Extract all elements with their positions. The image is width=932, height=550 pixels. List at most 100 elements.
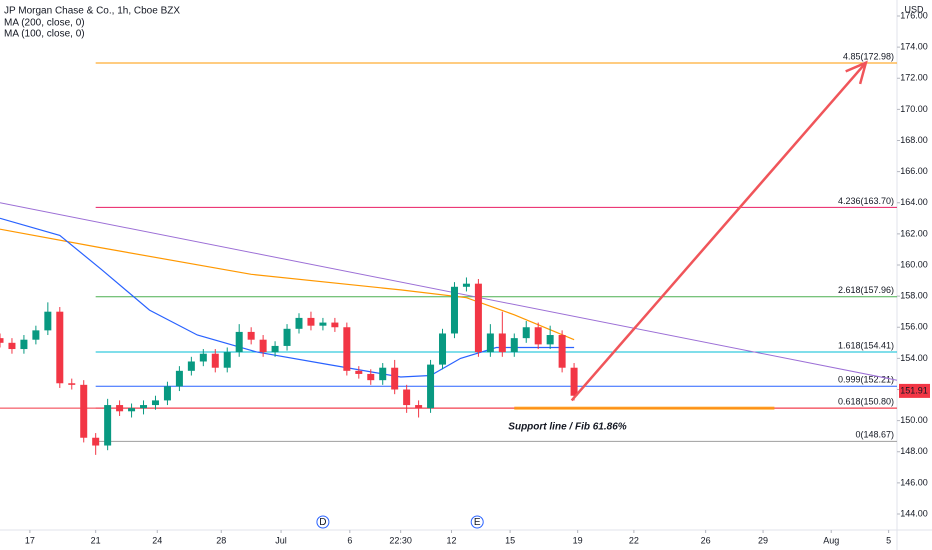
candle-body <box>199 353 207 362</box>
chart-title: JP Morgan Chase & Co., 1h, Cboe BZX <box>4 6 180 17</box>
candle-body <box>558 335 566 368</box>
x-tick-label: 24 <box>152 535 162 545</box>
candle-body <box>80 384 88 438</box>
candle-body <box>367 373 375 381</box>
trendline <box>0 202 898 381</box>
fib-label: 0.618(150.80) <box>838 397 894 407</box>
y-tick-label: 150.00 <box>900 415 928 425</box>
candle-body <box>92 437 100 446</box>
y-tick-label: 156.00 <box>900 322 928 332</box>
candle-body <box>187 361 195 371</box>
x-tick-label: 12 <box>446 535 456 545</box>
candle-body <box>534 327 542 345</box>
candle-body <box>343 327 351 371</box>
currency-label: USD <box>904 4 924 14</box>
fib-label: 4.236(163.70) <box>838 196 894 206</box>
y-tick-label: 172.00 <box>900 73 928 83</box>
x-tick-label: 15 <box>505 535 515 545</box>
candle-body <box>44 311 52 331</box>
y-tick-label: 170.00 <box>900 104 928 114</box>
x-tick-label: 5 <box>886 535 891 545</box>
y-tick-label: 166.00 <box>900 166 928 176</box>
x-tick-label: 21 <box>91 535 101 545</box>
candle-body <box>247 331 255 340</box>
candle-body <box>307 317 315 326</box>
y-tick-label: 154.00 <box>900 353 928 363</box>
x-tick-label: Jul <box>275 535 287 545</box>
candle-body <box>116 405 124 412</box>
moving-average <box>0 228 575 341</box>
fib-label: 4.85(172.98) <box>843 51 894 61</box>
x-tick-label: 6 <box>347 535 352 545</box>
candle-body <box>295 317 303 329</box>
candle-body <box>391 367 399 390</box>
candle-body <box>0 338 4 343</box>
candle-body <box>283 328 291 346</box>
y-tick-label: 174.00 <box>900 42 928 52</box>
candle-body <box>379 367 387 381</box>
event-label: D <box>319 517 326 528</box>
legend-entry: MA (100, close, 0) <box>4 29 85 40</box>
candle-body <box>32 330 40 340</box>
candle-body <box>140 405 148 409</box>
candle-body <box>355 370 363 374</box>
candle-body <box>415 405 423 409</box>
fib-label: 1.618(154.41) <box>838 340 894 350</box>
candle-body <box>486 333 494 353</box>
y-tick-label: 164.00 <box>900 197 928 207</box>
fib-label: 2.618(157.96) <box>838 285 894 295</box>
y-tick-label: 148.00 <box>900 446 928 456</box>
candle-body <box>128 408 136 412</box>
legend-entry: MA (200, close, 0) <box>4 18 85 29</box>
x-tick-label: 19 <box>573 535 583 545</box>
annotation: Support line / Fib 61.86% <box>508 421 626 432</box>
candle-body <box>68 383 76 385</box>
y-tick-label: 168.00 <box>900 135 928 145</box>
x-tick-label: 17 <box>25 535 35 545</box>
candle-body <box>56 311 64 384</box>
fib-label: 0.999(152.21) <box>838 375 894 385</box>
arrow-head <box>845 60 868 85</box>
y-tick-label: 158.00 <box>900 291 928 301</box>
candle-body <box>271 345 279 353</box>
x-tick-label: 26 <box>701 535 711 545</box>
candle-body <box>104 405 112 446</box>
candle-body <box>474 283 482 353</box>
x-tick-label: 28 <box>216 535 226 545</box>
event-marker <box>470 515 484 529</box>
y-tick-label: 162.00 <box>900 228 928 238</box>
y-tick-label: 144.00 <box>900 508 928 518</box>
moving-average <box>0 217 575 378</box>
candle-body <box>8 342 16 350</box>
fib-label: 0(148.67) <box>855 430 894 440</box>
y-tick-label: 160.00 <box>900 259 928 269</box>
candle-body <box>403 389 411 406</box>
candle-body <box>163 386 171 401</box>
last-price-box <box>899 383 930 398</box>
event-label: E <box>474 517 481 528</box>
candle-body <box>427 364 435 409</box>
candle-body <box>439 333 447 365</box>
x-tick-label: 22 <box>629 535 639 545</box>
candle-body <box>331 322 339 328</box>
x-tick-label: Aug <box>823 535 839 545</box>
x-tick-label: 29 <box>758 535 768 545</box>
candle-body <box>462 283 470 287</box>
candle-body <box>522 327 530 339</box>
candle-body <box>211 353 219 368</box>
candle-body <box>175 370 183 387</box>
candle-body <box>498 333 506 353</box>
annotation-bg <box>504 414 685 439</box>
support-zone <box>514 406 775 410</box>
x-tick-label: 22:30 <box>389 535 412 545</box>
y-tick-label: 146.00 <box>900 477 928 487</box>
last-price-label: 151.91 <box>900 385 928 395</box>
candle-body <box>546 335 554 345</box>
candle-body <box>450 286 458 334</box>
candle-body <box>510 338 518 353</box>
event-marker <box>316 515 330 529</box>
candle-body <box>235 331 243 353</box>
candle-body <box>259 339 267 353</box>
